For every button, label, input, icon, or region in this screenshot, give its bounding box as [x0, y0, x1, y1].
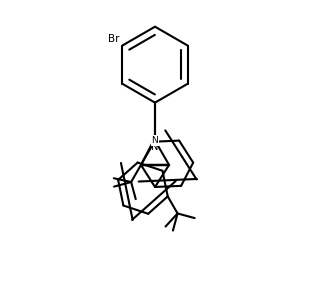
- Text: Br: Br: [108, 34, 119, 44]
- Text: N: N: [152, 136, 158, 145]
- Text: N: N: [151, 142, 159, 152]
